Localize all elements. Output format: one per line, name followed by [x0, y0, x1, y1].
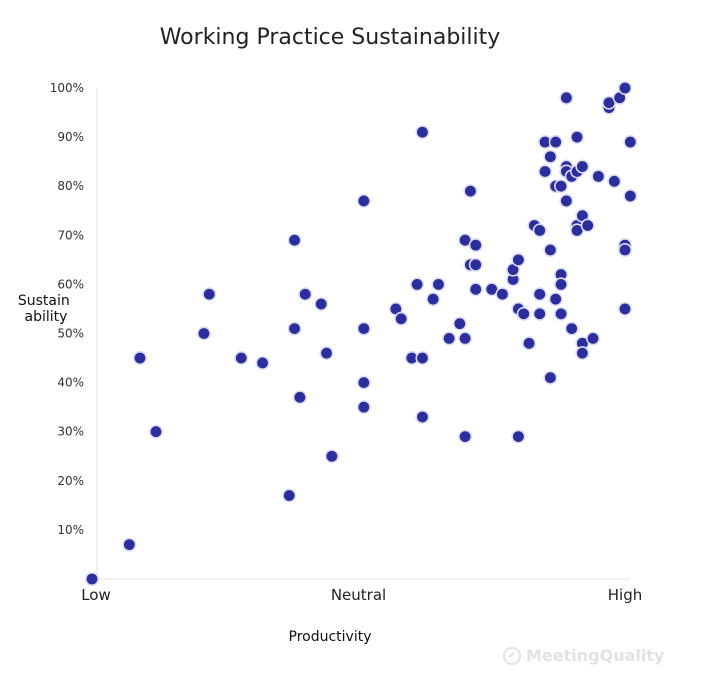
- x-tick-label: Low: [81, 586, 111, 604]
- y-tick-label: 10%: [57, 523, 84, 537]
- watermark: MeetingQuality: [503, 646, 664, 665]
- data-point[interactable]: [314, 297, 329, 312]
- data-point[interactable]: [468, 282, 483, 297]
- data-point[interactable]: [287, 321, 302, 336]
- data-point[interactable]: [495, 287, 510, 302]
- y-tick-label: 20%: [57, 474, 84, 488]
- data-point[interactable]: [559, 193, 574, 208]
- y-axis-label-line-1: Sustain: [18, 293, 70, 309]
- data-point[interactable]: [516, 306, 531, 321]
- data-point[interactable]: [356, 375, 371, 390]
- data-point[interactable]: [324, 449, 339, 464]
- data-point[interactable]: [554, 179, 569, 194]
- data-point[interactable]: [607, 174, 622, 189]
- x-tick-label: High: [608, 586, 642, 604]
- watermark-text: MeetingQuality: [526, 646, 665, 665]
- data-point[interactable]: [255, 355, 270, 370]
- data-point[interactable]: [591, 169, 606, 184]
- y-tick-label: 30%: [57, 425, 84, 439]
- y-axis-label-line-2: ability: [25, 309, 68, 325]
- data-point[interactable]: [394, 311, 409, 326]
- data-point[interactable]: [356, 400, 371, 415]
- data-point[interactable]: [532, 223, 547, 238]
- data-point[interactable]: [570, 130, 585, 145]
- data-point[interactable]: [442, 331, 457, 346]
- data-point[interactable]: [617, 81, 632, 96]
- data-point[interactable]: [532, 306, 547, 321]
- data-point[interactable]: [623, 135, 638, 150]
- data-point[interactable]: [85, 571, 100, 586]
- x-tick-labels: Low Neutral High: [81, 586, 642, 604]
- y-tick-labels: 10% 20% 30% 40% 50% 60% 70% 80% 90% 100%: [50, 81, 84, 537]
- data-point[interactable]: [623, 189, 638, 204]
- data-point[interactable]: [452, 316, 467, 331]
- data-point[interactable]: [415, 409, 430, 424]
- data-point[interactable]: [522, 336, 537, 351]
- data-point[interactable]: [617, 243, 632, 258]
- data-point[interactable]: [543, 149, 558, 164]
- data-point[interactable]: [298, 287, 313, 302]
- data-point[interactable]: [319, 346, 334, 361]
- y-tick-label: 80%: [57, 179, 84, 193]
- y-tick-label: 90%: [57, 130, 84, 144]
- data-point[interactable]: [575, 346, 590, 361]
- data-point[interactable]: [356, 193, 371, 208]
- data-point[interactable]: [511, 429, 526, 444]
- y-tick-label: 100%: [50, 81, 84, 95]
- data-point[interactable]: [543, 243, 558, 258]
- data-point[interactable]: [463, 184, 478, 199]
- data-point[interactable]: [468, 257, 483, 272]
- data-points: [85, 81, 638, 586]
- data-point[interactable]: [564, 321, 579, 336]
- data-point[interactable]: [559, 90, 574, 105]
- data-point[interactable]: [548, 135, 563, 150]
- data-point[interactable]: [532, 287, 547, 302]
- data-point[interactable]: [132, 351, 147, 366]
- data-point[interactable]: [575, 159, 590, 174]
- y-tick-label: 60%: [57, 277, 84, 291]
- data-point[interactable]: [410, 277, 425, 292]
- data-point[interactable]: [543, 370, 558, 385]
- data-point[interactable]: [511, 252, 526, 267]
- data-point[interactable]: [287, 233, 302, 248]
- data-point[interactable]: [617, 301, 632, 316]
- x-tick-label: Neutral: [331, 586, 386, 604]
- data-point[interactable]: [468, 238, 483, 253]
- data-point[interactable]: [148, 424, 163, 439]
- data-point[interactable]: [196, 326, 211, 341]
- data-point[interactable]: [458, 429, 473, 444]
- y-tick-label: 50%: [57, 327, 84, 341]
- data-point[interactable]: [282, 488, 297, 503]
- meetingquality-logo-icon: [503, 646, 521, 665]
- data-point[interactable]: [122, 537, 137, 552]
- data-point[interactable]: [356, 321, 371, 336]
- y-axis-label: Sustain ability: [18, 293, 74, 325]
- data-point[interactable]: [554, 277, 569, 292]
- data-point[interactable]: [586, 331, 601, 346]
- data-point[interactable]: [554, 306, 569, 321]
- y-tick-label: 70%: [57, 228, 84, 242]
- data-point[interactable]: [234, 351, 249, 366]
- data-point[interactable]: [202, 287, 217, 302]
- y-tick-label: 40%: [57, 376, 84, 390]
- data-point[interactable]: [292, 390, 307, 405]
- data-point[interactable]: [458, 331, 473, 346]
- data-point[interactable]: [426, 292, 441, 307]
- data-point[interactable]: [431, 277, 446, 292]
- data-point[interactable]: [538, 164, 553, 179]
- data-point[interactable]: [580, 218, 595, 233]
- data-point[interactable]: [415, 125, 430, 140]
- data-point[interactable]: [548, 292, 563, 307]
- data-point[interactable]: [415, 351, 430, 366]
- chart-title: Working Practice Sustainability: [160, 25, 501, 50]
- x-axis-label: Productivity: [289, 629, 372, 645]
